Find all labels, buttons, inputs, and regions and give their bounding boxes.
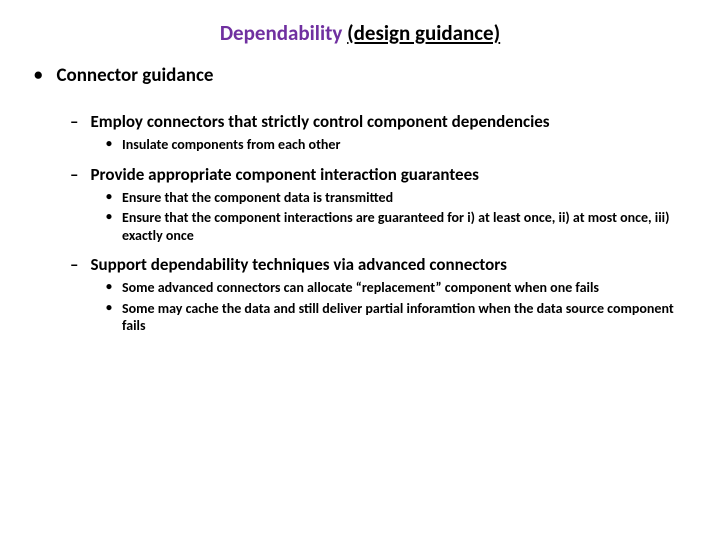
bullet-level3-item: Ensure that the component data is transm…	[106, 189, 692, 207]
bullet-level3-list: Insulate components from each other	[28, 136, 692, 154]
level3-text: Ensure that the component interactions a…	[122, 209, 692, 244]
bullet-level3-list: Some advanced connectors can allocate “r…	[28, 279, 692, 335]
level2-text: Support dependability techniques via adv…	[90, 254, 692, 275]
level2-text: Provide appropriate component interactio…	[90, 164, 692, 185]
level3-text: Ensure that the component data is transm…	[122, 189, 692, 207]
bullet-level2-item: – Support dependability techniques via a…	[70, 254, 692, 275]
level3-text: Some advanced connectors can allocate “r…	[122, 279, 692, 297]
slide-title: Dependability (design guidance)	[28, 20, 692, 46]
bullet-level3-item: Insulate components from each other	[106, 136, 692, 154]
title-part-purple: Dependability	[220, 20, 347, 46]
bullet-level2-list: – Support dependability techniques via a…	[28, 254, 692, 275]
bullet-level3-item: Ensure that the component interactions a…	[106, 209, 692, 244]
bullet-level2-list: – Provide appropriate component interact…	[28, 164, 692, 185]
dash-icon: –	[70, 111, 78, 132]
dash-icon: –	[70, 164, 78, 185]
dash-icon: –	[70, 254, 78, 275]
bullet-level1-item: Connector guidance	[34, 64, 692, 87]
bullet-level2-item: – Employ connectors that strictly contro…	[70, 111, 692, 132]
bullet-level1-list: Connector guidance	[28, 64, 692, 87]
level3-text: Insulate components from each other	[122, 136, 692, 154]
level2-text: Employ connectors that strictly control …	[90, 111, 692, 132]
bullet-level3-list: Ensure that the component data is transm…	[28, 189, 692, 245]
level3-text: Some may cache the data and still delive…	[122, 300, 692, 335]
title-part-black: (design guidance)	[347, 20, 500, 46]
bullet-level3-item: Some may cache the data and still delive…	[106, 300, 692, 335]
bullet-level2-list: – Employ connectors that strictly contro…	[28, 111, 692, 132]
level1-text: Connector guidance	[56, 64, 213, 87]
bullet-level3-item: Some advanced connectors can allocate “r…	[106, 279, 692, 297]
bullet-level2-item: – Provide appropriate component interact…	[70, 164, 692, 185]
